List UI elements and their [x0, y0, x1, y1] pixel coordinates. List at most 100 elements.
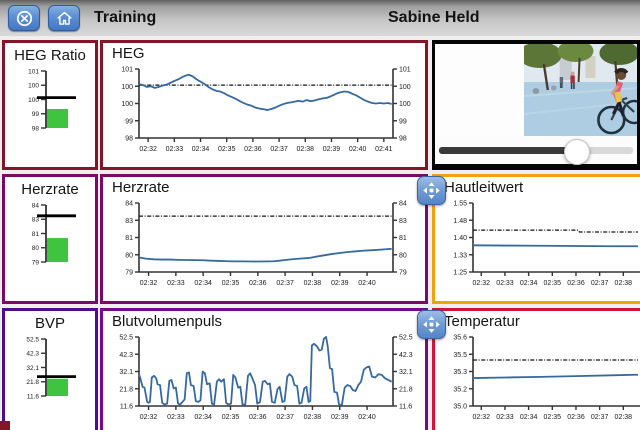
svg-text:11.6: 11.6: [27, 393, 40, 400]
svg-text:02:34: 02:34: [192, 146, 210, 153]
svg-text:02:32: 02:32: [140, 414, 158, 421]
screen-title: Training: [94, 9, 157, 26]
panel-title: Herzrate: [21, 181, 79, 198]
svg-text:02:37: 02:37: [591, 280, 609, 287]
panel-temperatur-chart: Temperatur 35.6 35.5 35.3 35.2 35.0 02:32 02:3…: [432, 308, 640, 430]
panel-bvp-gauge: BVP 52.5 42.3 32.1 21.8 11.6: [2, 308, 98, 430]
panel-title: BVP: [34, 315, 65, 332]
blutvolumenpuls-line-chart: 52.5 42.3 32.1 21.8 11.6 52.5 42.3 32.1 21.8 11.6…: [119, 335, 413, 422]
panel-title: Herzrate: [112, 179, 170, 196]
move-panel-button-temperatur[interactable]: [417, 310, 446, 339]
panel-title: Blutvolumenpuls: [112, 313, 223, 330]
herzrate-line-chart: 84 83 81 80 79 84 83 81 80 79 02:32 02:33 02:34 02:35…: [125, 201, 407, 288]
svg-text:80: 80: [399, 252, 407, 259]
panel-herzrate-chart: Herzrate 84 83 81 80 79 84 83 81 80 79 02:32 02:33 0…: [100, 174, 428, 304]
svg-text:02:37: 02:37: [276, 280, 294, 287]
move-icon: [421, 314, 442, 335]
video-slider-track[interactable]: [439, 147, 633, 154]
street-scene-illustration: [517, 44, 637, 136]
svg-text:02:36: 02:36: [567, 280, 585, 287]
svg-text:52.5: 52.5: [26, 336, 39, 343]
svg-text:81: 81: [125, 235, 133, 242]
svg-text:02:38: 02:38: [297, 146, 315, 153]
panel-blutvolumenpuls-chart: Blutvolumenpuls 52.5 42.3 32.1 21.8 11.6 52.5…: [100, 308, 428, 430]
svg-text:02:35: 02:35: [222, 414, 240, 421]
svg-text:02:36: 02:36: [567, 414, 585, 421]
move-panel-button-hautleitwert[interactable]: [417, 176, 446, 205]
svg-text:02:33: 02:33: [496, 280, 514, 287]
panel-title: HEG: [112, 45, 145, 62]
svg-text:02:32: 02:32: [473, 280, 491, 287]
svg-text:101: 101: [399, 67, 411, 74]
svg-text:35.3: 35.3: [453, 369, 467, 376]
video-slider-thumb[interactable]: [564, 139, 591, 165]
svg-text:02:34: 02:34: [520, 280, 538, 287]
video-progress-row: [435, 136, 637, 165]
svg-text:02:35: 02:35: [222, 280, 240, 287]
svg-text:11.6: 11.6: [120, 404, 133, 411]
svg-text:21.8: 21.8: [26, 379, 39, 386]
panel-title: Hautleitwert: [444, 179, 524, 196]
svg-text:100: 100: [399, 101, 411, 108]
svg-text:79: 79: [32, 259, 40, 266]
svg-text:02:38: 02:38: [304, 414, 322, 421]
svg-text:02:39: 02:39: [331, 280, 349, 287]
svg-text:98: 98: [125, 136, 133, 143]
close-button[interactable]: [8, 5, 40, 31]
svg-text:02:38: 02:38: [615, 280, 633, 287]
panel-heg-chart: HEG 101 100 100 99 98 101 100 100 99 98 02:32 02:33…: [100, 40, 428, 170]
svg-text:81: 81: [32, 231, 40, 238]
video-still: [517, 44, 637, 136]
home-button[interactable]: [48, 5, 80, 31]
svg-text:100: 100: [121, 101, 133, 108]
svg-text:100: 100: [28, 83, 39, 90]
svg-text:52.5: 52.5: [119, 335, 133, 342]
heg-ratio-gauge: 101 100 100 99 98: [28, 68, 76, 132]
svg-text:02:33: 02:33: [167, 280, 185, 287]
svg-text:02:36: 02:36: [249, 414, 267, 421]
svg-text:99: 99: [399, 118, 407, 125]
svg-text:02:38: 02:38: [615, 414, 633, 421]
svg-text:35.5: 35.5: [453, 352, 467, 359]
svg-text:35.6: 35.6: [453, 335, 467, 342]
svg-text:84: 84: [125, 201, 133, 208]
svg-text:99: 99: [32, 111, 40, 118]
svg-text:83: 83: [125, 218, 133, 225]
svg-text:35.2: 35.2: [453, 386, 467, 393]
svg-text:42.3: 42.3: [26, 351, 39, 358]
panel-title: HEG Ratio: [14, 47, 86, 64]
svg-text:1.25: 1.25: [453, 270, 467, 277]
svg-text:02:39: 02:39: [331, 414, 349, 421]
svg-text:02:34: 02:34: [194, 280, 212, 287]
video-slider-fill: [439, 147, 575, 154]
panel-herzrate-gauge: Herzrate 84 83 81 80 79: [2, 174, 98, 304]
svg-text:1.40: 1.40: [453, 235, 467, 242]
svg-text:80: 80: [32, 245, 40, 252]
svg-text:02:33: 02:33: [167, 414, 185, 421]
panel-hautleitwert-chart: Hautleitwert 1.55 1.48 1.40 1.33 1.25 02:32 02…: [432, 174, 640, 304]
svg-text:02:34: 02:34: [520, 414, 538, 421]
svg-text:02:33: 02:33: [496, 414, 514, 421]
heg-line-chart: 101 100 100 99 98 101 100 100 99 98 02:32 02:33 02:3…: [121, 67, 411, 154]
svg-text:02:40: 02:40: [358, 414, 376, 421]
svg-text:02:35: 02:35: [544, 280, 562, 287]
svg-text:80: 80: [125, 252, 133, 259]
svg-text:02:32: 02:32: [473, 414, 491, 421]
svg-text:02:40: 02:40: [349, 146, 367, 153]
svg-text:101: 101: [121, 67, 133, 74]
svg-text:100: 100: [399, 84, 411, 91]
svg-text:32.1: 32.1: [119, 369, 133, 376]
svg-text:42.3: 42.3: [399, 352, 413, 359]
svg-text:1.33: 1.33: [453, 252, 467, 259]
svg-text:99: 99: [125, 118, 133, 125]
video-reveal-mask: [435, 44, 524, 136]
panel-video: [432, 40, 640, 170]
hautleitwert-line-chart: 1.55 1.48 1.40 1.33 1.25 02:32 02:33 02:34 02:35…: [453, 201, 640, 287]
svg-text:21.8: 21.8: [399, 386, 413, 393]
bvp-gauge: 52.5 42.3 32.1 21.8 11.6: [26, 336, 76, 400]
svg-text:02:37: 02:37: [270, 146, 288, 153]
move-icon: [421, 180, 442, 201]
video-frame: [435, 44, 637, 136]
svg-text:84: 84: [32, 202, 40, 209]
